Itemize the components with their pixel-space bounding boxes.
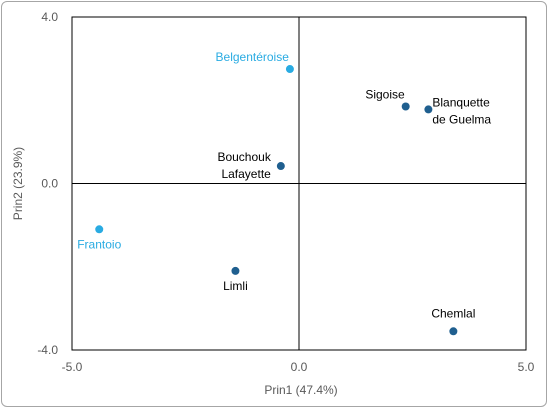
point-label: Frantoio [77, 237, 121, 251]
x-tick-label: 0.0 [291, 360, 308, 374]
point-label: Lafayette [221, 167, 271, 181]
data-point [231, 266, 240, 275]
y-axis-title: Prin2 (23.9%) [11, 147, 25, 220]
x-axis-title: Prin1 (47.4%) [264, 383, 337, 397]
x-tick-label: -5.0 [62, 360, 83, 374]
data-point [95, 225, 104, 234]
data-point [401, 102, 410, 111]
point-label: de Guelma [432, 112, 491, 126]
point-label: Limli [223, 279, 248, 293]
data-point [424, 105, 433, 114]
point-label: Belgentéroise [216, 50, 290, 64]
y-tick-label: 0.0 [41, 177, 58, 191]
data-point [449, 327, 458, 336]
data-point [276, 162, 285, 171]
point-label: Blanquette [432, 95, 490, 109]
point-label: Bouchouk [217, 150, 271, 164]
data-point [285, 65, 294, 74]
y-tick-label: -4.0 [37, 343, 58, 357]
point-label: Chemlal [431, 306, 475, 320]
y-tick-label: 4.0 [41, 10, 58, 24]
plot-area [71, 16, 527, 351]
x-tick-label: 5.0 [518, 360, 535, 374]
point-label: Sigoise [365, 87, 405, 101]
data-points: Belgentéroise Sigoise Blanquette de Guelma B… [77, 50, 491, 336]
